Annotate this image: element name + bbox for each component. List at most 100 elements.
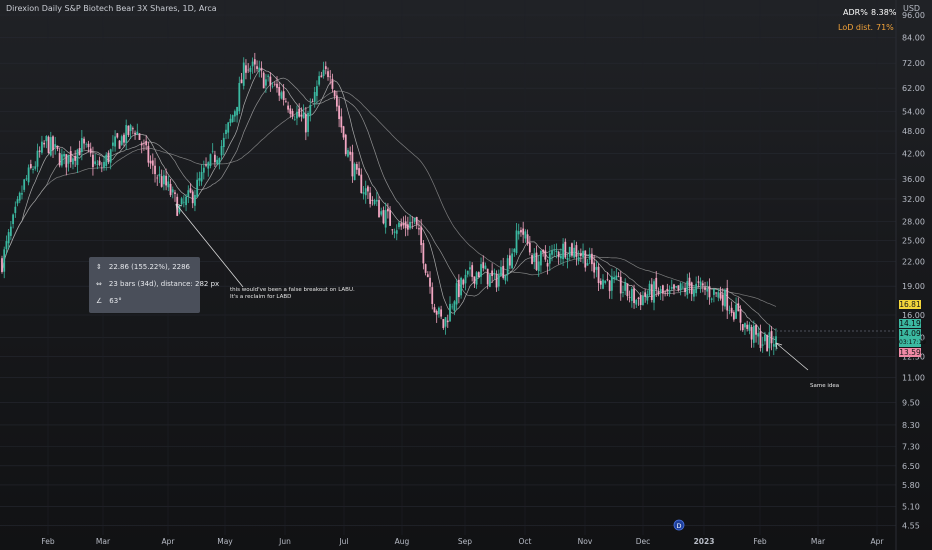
candle: [664, 290, 667, 297]
candle: [147, 141, 150, 167]
dividend-marker[interactable]: [673, 519, 685, 531]
candle: [542, 249, 545, 257]
candle: [76, 148, 79, 173]
x-tick-label: Apr: [871, 537, 885, 546]
candle: [610, 268, 613, 300]
annotation-text-1[interactable]: this would've been a false breakout on L…: [230, 287, 355, 301]
candle: [189, 183, 192, 194]
candle: [688, 272, 691, 294]
candle: [12, 213, 14, 229]
candle: [200, 164, 203, 186]
candle: [551, 244, 553, 262]
annotation-arrow-1: [175, 203, 244, 288]
candle: [748, 321, 751, 335]
candle: [329, 70, 332, 85]
candle: [562, 238, 564, 267]
candle: [271, 82, 274, 89]
candle: [697, 275, 700, 288]
candle: [120, 134, 123, 146]
y-tick-label: 4.55: [902, 522, 920, 531]
candle: [111, 135, 114, 152]
candle: [25, 175, 28, 181]
candle: [318, 71, 321, 87]
candle: [426, 271, 429, 278]
candle: [178, 204, 181, 215]
candle: [693, 284, 695, 302]
candle: [466, 270, 469, 278]
candle: [27, 164, 30, 186]
candle: [116, 132, 119, 139]
candle: [87, 140, 90, 153]
candle: [23, 178, 26, 193]
candle: [63, 150, 65, 165]
candle: [83, 136, 85, 150]
candle: [165, 168, 168, 191]
candle: [524, 229, 527, 243]
candle: [579, 248, 582, 262]
candle: [123, 132, 125, 147]
measure-angle: 63°: [109, 297, 122, 305]
candle: [480, 257, 482, 285]
candle: [216, 155, 219, 166]
price-tag-ma: 16.81: [899, 300, 921, 309]
candle: [449, 296, 451, 322]
price-tag-low: 13.59: [899, 348, 921, 357]
measure-bars: 23 bars (34d), distance: 282 px: [108, 280, 220, 288]
candle: [737, 297, 740, 312]
candle: [411, 216, 414, 230]
candle: [282, 84, 285, 106]
candle: [247, 63, 250, 73]
candle: [659, 285, 662, 300]
candle: [258, 60, 261, 78]
candle: [724, 288, 726, 310]
candle: [191, 189, 194, 209]
price-tag-last: 14.09: [899, 329, 921, 338]
candle: [307, 110, 309, 137]
candle: [65, 154, 68, 176]
candle: [442, 318, 445, 330]
candle: [626, 283, 629, 301]
candle: [613, 271, 616, 284]
candle: [18, 191, 21, 204]
x-axis[interactable]: Feb Mar Apr May Jun Jul Aug Sep Oct Nov Dec 2023 Feb…: [41, 537, 884, 546]
candle: [644, 288, 647, 303]
y-tick-label: 8.30: [902, 421, 920, 430]
candle: [384, 202, 387, 234]
candle: [335, 91, 338, 112]
candle: [382, 206, 385, 225]
candle: [741, 323, 744, 332]
candle: [202, 160, 205, 180]
candle: [284, 98, 287, 103]
candle: [622, 285, 624, 298]
candle: [673, 283, 675, 295]
overlay: D: [175, 203, 896, 531]
candle: [162, 170, 165, 191]
candle: [249, 65, 252, 80]
candle: [588, 247, 591, 265]
candle: [231, 114, 234, 123]
candle: [764, 331, 766, 345]
candle: [615, 268, 618, 281]
candle: [750, 324, 753, 348]
candle: [242, 57, 245, 90]
candle: [293, 115, 296, 121]
candle: [433, 303, 436, 313]
candle: [604, 280, 607, 285]
candle: [369, 186, 372, 208]
candle: [105, 152, 108, 171]
candle: [495, 270, 498, 292]
annotation-text-2[interactable]: Same idea: [810, 383, 839, 390]
bars-range-icon: ⇔: [96, 280, 102, 288]
candle: [540, 249, 542, 273]
candle: [355, 161, 358, 175]
annotation-arrow-2: [775, 342, 809, 371]
candle: [298, 103, 301, 118]
measure-tool-box[interactable]: ⇕ 22.86 (155.22%), 2286 ⇔ 23 bars (34d), d…: [89, 257, 219, 313]
candle: [214, 150, 216, 167]
candle: [508, 248, 511, 270]
candle: [599, 278, 602, 290]
y-axis[interactable]: 4.555.105.806.507.308.309.5011.0012.5014…: [895, 0, 925, 550]
candle: [273, 81, 276, 87]
candle: [129, 123, 132, 139]
candle: [80, 129, 83, 161]
